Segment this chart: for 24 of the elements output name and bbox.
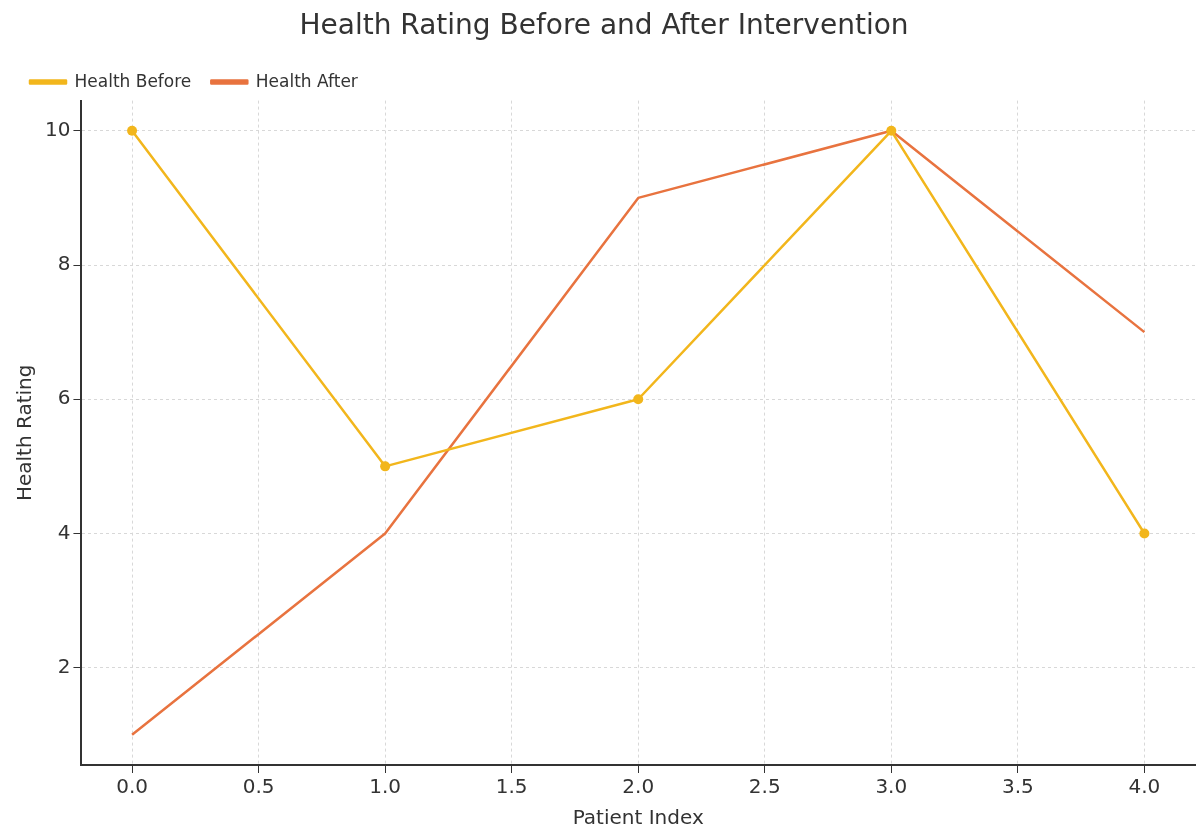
x-axis-title: Patient Index (572, 805, 704, 830)
point (1139, 528, 1150, 539)
y-tick-label: 8 (57, 251, 71, 276)
x-tick-label: 1.5 (495, 774, 528, 799)
x-tick-label: 4.0 (1128, 774, 1161, 799)
y-axis-title: Health Rating (12, 364, 37, 502)
x-tick-label: 3.0 (875, 774, 908, 799)
x-tick-label: 0.0 (116, 774, 148, 799)
x-tick-label: 0.5 (242, 774, 275, 799)
legend-label: Health After (255, 70, 358, 91)
x-tick-label: 1.0 (369, 774, 402, 799)
y-tick-label: 2 (57, 653, 71, 678)
x-tick-label: 2.0 (622, 774, 655, 799)
legend-label: Health Before (74, 70, 192, 91)
chart-title: Health Rating Before and After Intervention (299, 8, 909, 42)
x-tick-label: 3.5 (1001, 774, 1034, 799)
point (380, 461, 391, 472)
y-tick-label: 4 (57, 519, 71, 544)
y-tick-label: 10 (45, 117, 71, 141)
point (886, 125, 897, 136)
point (633, 394, 644, 405)
point (127, 125, 138, 136)
y-tick-label: 6 (57, 385, 71, 410)
x-tick-label: 2.5 (748, 774, 781, 799)
